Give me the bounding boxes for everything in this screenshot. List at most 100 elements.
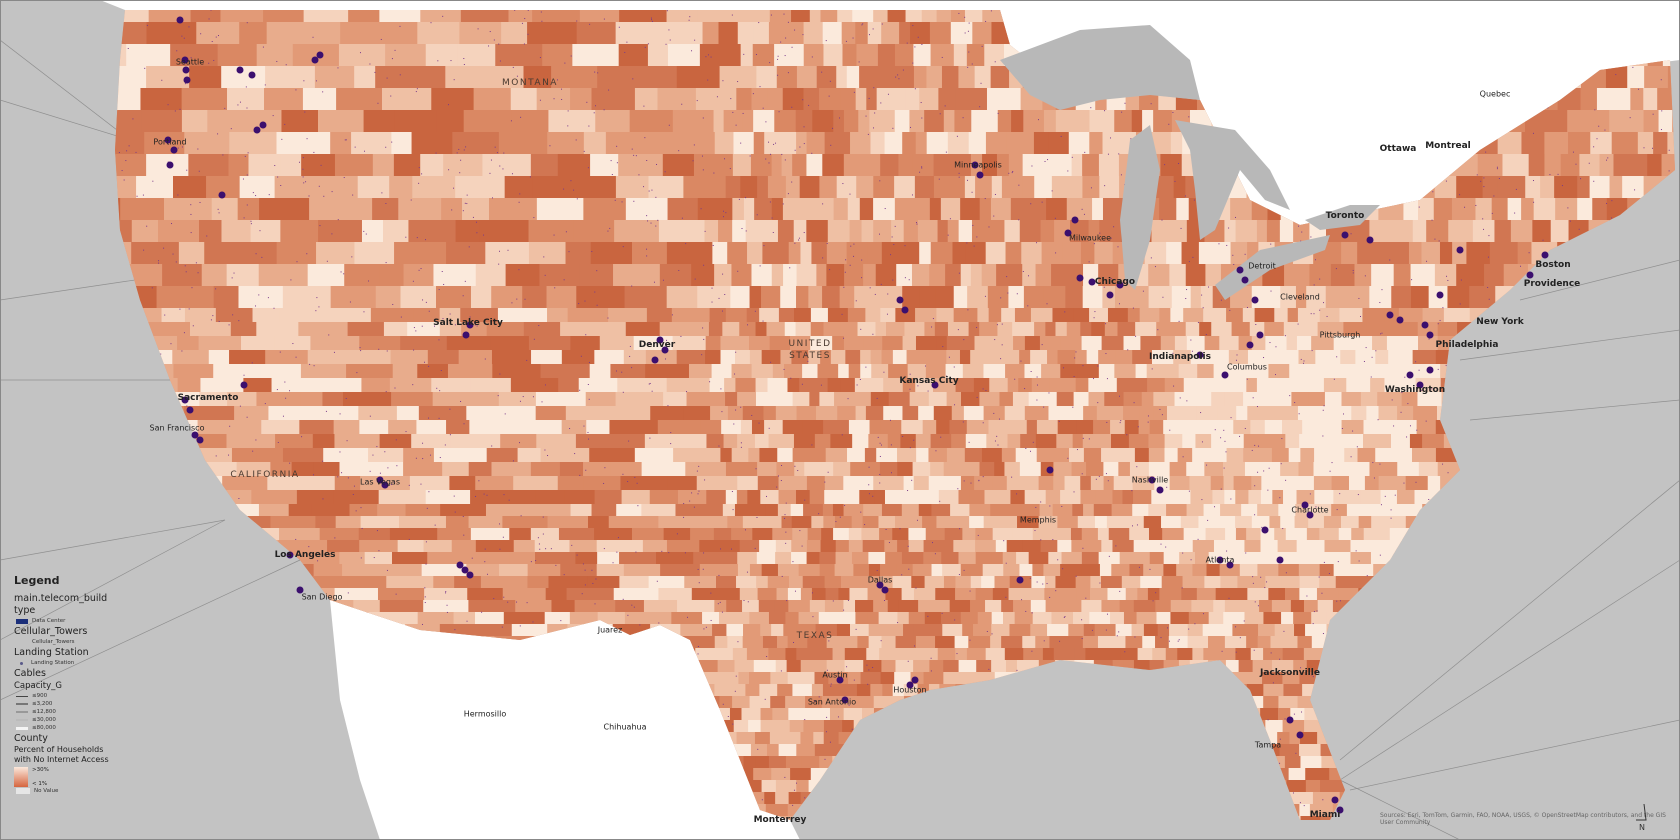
county [890, 648, 909, 661]
county [859, 198, 874, 221]
county [1112, 406, 1124, 421]
county [1044, 672, 1056, 685]
county [960, 612, 979, 625]
county [1256, 220, 1268, 243]
cellular-tower [1514, 636, 1516, 638]
county [880, 672, 895, 685]
county [719, 696, 733, 709]
cellular-tower [1482, 368, 1484, 370]
county [498, 392, 537, 407]
county [1289, 732, 1301, 745]
county [1268, 364, 1290, 379]
county [1624, 660, 1643, 673]
cable [0, 279, 136, 301]
county [1160, 154, 1183, 177]
county [1370, 378, 1385, 393]
county [966, 732, 988, 745]
cellular-tower [1641, 703, 1643, 705]
county [216, 780, 263, 793]
county [891, 756, 911, 769]
county [975, 176, 993, 199]
cellular-tower [1407, 403, 1409, 405]
county [1532, 540, 1555, 553]
cellular-tower [865, 115, 867, 117]
county [1523, 696, 1548, 709]
county [470, 528, 510, 541]
county [966, 420, 990, 435]
county [1613, 462, 1629, 477]
county [1511, 636, 1536, 649]
county [1371, 672, 1395, 685]
county [843, 476, 859, 491]
cellular-tower [591, 250, 593, 252]
cellular-tower [466, 194, 468, 196]
county [994, 804, 1016, 817]
cellular-tower [1622, 313, 1624, 315]
county [221, 220, 252, 243]
cellular-tower [518, 201, 520, 203]
county [234, 588, 284, 601]
county [904, 322, 925, 337]
cellular-tower [841, 313, 843, 315]
county [735, 350, 751, 365]
cellular-tower [783, 368, 785, 370]
cellular-tower [1061, 505, 1063, 507]
cellular-tower [719, 601, 721, 603]
county [1076, 420, 1094, 435]
county [1266, 462, 1281, 477]
county [915, 132, 928, 155]
county [383, 322, 408, 337]
county [755, 322, 767, 337]
county [1324, 540, 1351, 553]
county [1522, 350, 1542, 365]
county [923, 672, 944, 685]
county [1527, 792, 1550, 805]
cellular-tower [962, 117, 964, 119]
county [1370, 504, 1396, 517]
county [394, 110, 438, 133]
county [196, 22, 240, 45]
county [908, 612, 926, 625]
county [824, 576, 842, 589]
county [1004, 350, 1020, 365]
county [1504, 552, 1522, 565]
county [252, 708, 283, 721]
county [1209, 744, 1232, 757]
county [523, 66, 552, 89]
county [675, 504, 724, 517]
county [966, 88, 988, 111]
county [420, 10, 462, 23]
county [205, 756, 246, 769]
county [1264, 322, 1285, 337]
cellular-tower [1604, 129, 1606, 131]
county [278, 540, 328, 553]
cellular-tower [298, 161, 300, 163]
cellular-tower [232, 827, 233, 828]
county [736, 732, 756, 745]
county [1055, 720, 1067, 733]
county [769, 10, 792, 23]
cellular-tower [1567, 207, 1569, 209]
county [1234, 816, 1249, 820]
county [547, 308, 569, 323]
county [1510, 220, 1533, 243]
county [930, 44, 942, 67]
county [1049, 378, 1061, 393]
cellular-tower [994, 61, 996, 63]
county [1457, 322, 1477, 337]
cellular-tower [770, 14, 772, 16]
cellular-tower [512, 66, 514, 68]
cellular-tower [1054, 217, 1056, 219]
county [994, 720, 1007, 733]
county [163, 198, 213, 221]
county [1093, 828, 1111, 840]
county [1412, 528, 1441, 541]
cellular-tower [628, 440, 630, 442]
county [1080, 756, 1092, 769]
county [1434, 792, 1453, 805]
county [784, 322, 797, 337]
county [240, 540, 279, 553]
county [1072, 612, 1090, 625]
cellular-tower [128, 430, 130, 432]
